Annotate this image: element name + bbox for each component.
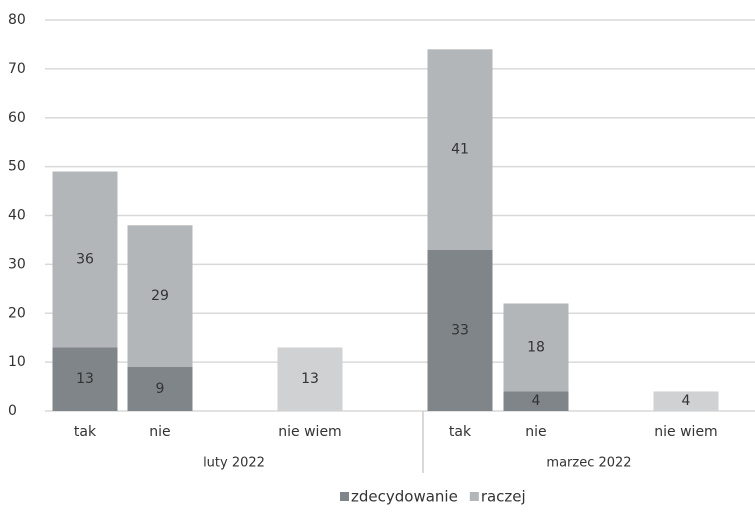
y-tick-label: 50: [8, 159, 26, 175]
bar-segment: [277, 347, 343, 411]
y-tick-label: 20: [8, 305, 26, 321]
y-tick-label: 30: [8, 256, 26, 272]
x-tick-label: nie: [149, 424, 170, 440]
y-tick-label: 0: [8, 403, 17, 419]
y-tick-label: 10: [8, 354, 26, 370]
group-label: marzec 2022: [546, 456, 631, 471]
y-tick-label: 40: [8, 208, 26, 224]
legend-swatch: [340, 492, 349, 501]
y-tick-label: 60: [8, 110, 26, 126]
data-label: 29: [151, 288, 169, 304]
group-label: luty 2022: [203, 456, 265, 471]
bar-segment: [503, 303, 569, 392]
data-label: 13: [76, 371, 94, 387]
bar-segment: [503, 391, 569, 411]
data-label: 9: [156, 381, 165, 397]
legend-label: raczej: [481, 488, 526, 506]
bar-segment: [52, 171, 118, 348]
bar-segment: [653, 391, 719, 411]
bar-segment: [427, 49, 493, 250]
legend-swatch: [469, 492, 479, 501]
bar-segment: [127, 225, 193, 368]
data-label: 41: [451, 142, 469, 158]
x-tick-label: tak: [449, 424, 472, 440]
y-tick-label: 80: [8, 12, 26, 28]
legend-label: zdecydowanie: [351, 488, 458, 506]
data-label: 36: [76, 251, 94, 267]
x-tick-label: nie: [525, 424, 546, 440]
x-tick-label: nie wiem: [278, 424, 341, 440]
bar-segment: [52, 347, 118, 411]
data-label: 33: [451, 322, 469, 338]
data-label: 4: [682, 393, 691, 409]
data-label: 13: [301, 371, 319, 387]
x-tick-label: nie wiem: [654, 424, 717, 440]
x-tick-label: tak: [74, 424, 97, 440]
data-label: 4: [532, 393, 541, 409]
bar-segment: [127, 367, 193, 411]
bar-segment: [427, 249, 493, 411]
data-label: 18: [527, 339, 545, 355]
y-tick-label: 70: [8, 61, 26, 77]
